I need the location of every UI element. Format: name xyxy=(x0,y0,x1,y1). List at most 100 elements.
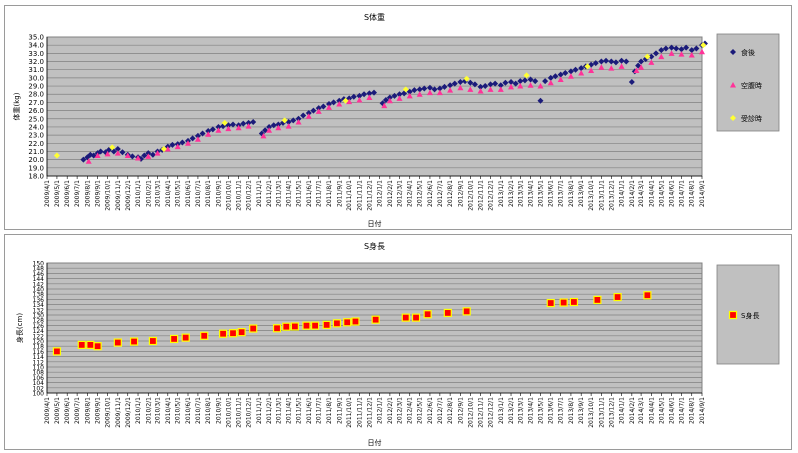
data-point xyxy=(148,336,158,346)
x-tick-label: 2014/8/1 xyxy=(689,397,696,424)
x-tick-label: 2013/1/1 xyxy=(498,180,505,207)
data-point xyxy=(467,86,474,92)
data-point xyxy=(194,132,201,139)
x-tick-label: 2013/9/1 xyxy=(578,397,585,424)
x-tick-label: 2010/12/1 xyxy=(246,180,253,211)
data-point xyxy=(249,324,258,333)
data-point xyxy=(411,87,418,94)
data-point xyxy=(584,63,591,70)
data-point xyxy=(673,45,680,52)
x-tick-label: 2012/12/1 xyxy=(488,397,495,428)
x-tick-label: 2011/12/1 xyxy=(366,397,373,428)
x-tick-label: 2012/7/1 xyxy=(437,397,444,424)
data-point xyxy=(612,59,619,66)
data-point xyxy=(145,150,152,157)
data-point xyxy=(497,82,504,89)
data-point xyxy=(421,85,428,92)
x-tick-label: 2014/7/1 xyxy=(678,397,685,424)
y-tick-label: 24.0 xyxy=(28,123,44,131)
x-tick-label: 2009/12/1 xyxy=(125,180,132,211)
data-point xyxy=(300,112,307,119)
data-point xyxy=(225,125,232,132)
data-point xyxy=(497,86,504,92)
data-point xyxy=(386,97,393,104)
x-tick-label: 2010/7/1 xyxy=(195,180,202,207)
y-axis-title: 体重(kg) xyxy=(12,92,21,120)
y-tick-label: 28.0 xyxy=(28,91,44,99)
data-point xyxy=(700,42,707,49)
data-point xyxy=(169,334,179,344)
x-tick-label: 2012/9/1 xyxy=(457,397,464,424)
x-tick-label: 2011/12/1 xyxy=(366,180,373,211)
data-point xyxy=(598,58,605,65)
data-point xyxy=(119,149,126,156)
y-tick-label: 18.0 xyxy=(28,173,44,181)
x-tick-label: 2010/2/1 xyxy=(145,180,152,207)
data-point xyxy=(77,340,86,350)
data-point xyxy=(517,78,524,85)
data-point xyxy=(164,146,171,152)
data-point xyxy=(652,50,659,57)
x-tick-label: 2013/1/1 xyxy=(498,397,505,424)
data-point xyxy=(104,150,111,157)
data-point xyxy=(662,45,669,52)
x-tick-label: 2013/2/1 xyxy=(508,397,515,424)
data-point xyxy=(322,320,331,329)
x-tick-label: 2012/5/1 xyxy=(417,397,424,424)
data-point xyxy=(290,117,297,124)
x-tick-label: 2014/8/1 xyxy=(689,180,696,207)
y-tick-label: 34.0 xyxy=(28,42,44,50)
x-tick-label: 2009/11/1 xyxy=(115,180,122,211)
data-point xyxy=(90,152,97,159)
data-point xyxy=(315,105,322,112)
x-tick-label: 2014/5/1 xyxy=(658,397,665,424)
data-point xyxy=(93,342,102,351)
legend-label: 空腹時 xyxy=(741,81,762,90)
y-axis-title: 身長(cm) xyxy=(15,313,24,343)
data-point xyxy=(356,96,363,103)
height-chart-panel: S身長 100 102 104 106 108 110 112 114 116 118 120 122 1… xyxy=(4,234,792,450)
data-point xyxy=(638,64,645,70)
x-tick-label: 2011/6/1 xyxy=(306,397,313,424)
data-point xyxy=(411,313,421,322)
data-point xyxy=(658,47,665,54)
data-point xyxy=(94,152,101,159)
x-tick-label: 2013/8/1 xyxy=(568,180,575,207)
data-point xyxy=(386,94,393,101)
data-point xyxy=(245,119,252,126)
y-tick-label: 26.0 xyxy=(28,107,44,115)
x-tick-label: 2009/7/1 xyxy=(74,397,81,424)
data-point xyxy=(578,69,585,76)
data-point xyxy=(557,71,564,78)
data-point xyxy=(205,128,212,135)
x-tick-label: 2011/2/1 xyxy=(266,397,273,424)
y-tick-label: 130 xyxy=(33,313,45,320)
data-point xyxy=(275,121,282,128)
x-tick-label: 2014/2/1 xyxy=(629,397,636,424)
data-point xyxy=(371,89,378,96)
data-point xyxy=(678,46,685,53)
data-point xyxy=(371,315,380,324)
x-tick-label: 2012/8/1 xyxy=(447,180,454,207)
y-tick-label: 136 xyxy=(33,297,45,304)
data-point xyxy=(109,144,116,151)
data-point xyxy=(346,95,353,102)
series-1 xyxy=(52,291,652,356)
data-point xyxy=(477,87,484,94)
data-point xyxy=(557,76,564,83)
y-tick-label: 124 xyxy=(33,328,45,335)
data-point xyxy=(135,155,142,161)
y-tick-label: 102 xyxy=(33,385,45,392)
weight-chart-panel: S体重 18.0 19.0 20.0 21.0 22.0 23.0 24.0 25.0 26.0 2… xyxy=(4,5,792,230)
x-tick-label: 2011/10/1 xyxy=(346,180,353,211)
data-point xyxy=(114,146,121,153)
data-point xyxy=(215,123,222,130)
data-point xyxy=(86,340,95,350)
y-tick-label: 148 xyxy=(33,266,45,273)
data-point xyxy=(502,79,509,86)
y-tick-label: 100 xyxy=(33,391,45,398)
data-point xyxy=(683,44,690,51)
data-point xyxy=(199,130,206,137)
data-point xyxy=(346,98,353,105)
data-point xyxy=(52,347,62,356)
